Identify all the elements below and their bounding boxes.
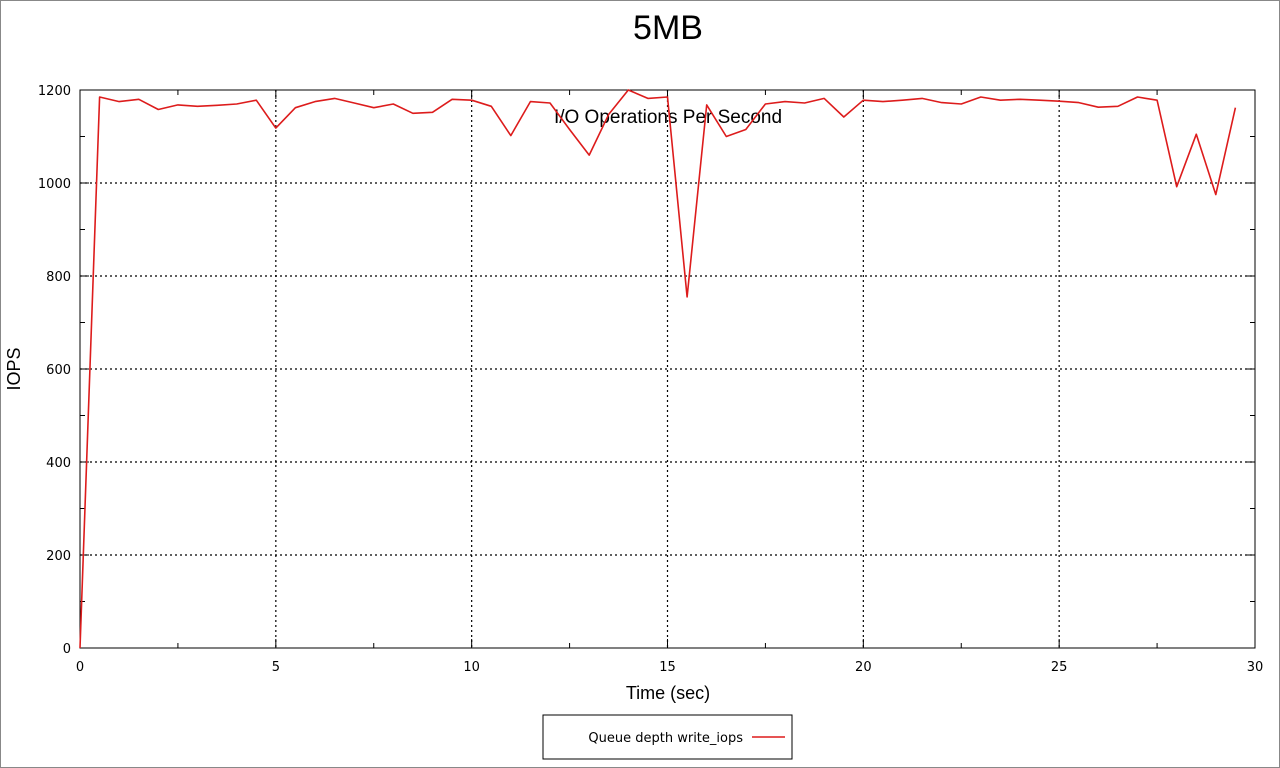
legend-label: Queue depth write_iops [588,731,743,746]
x-tick-label: 20 [855,660,872,675]
x-tick-label: 30 [1247,660,1264,675]
y-tick-label: 800 [46,270,71,285]
series-layer [79,89,1237,649]
y-tick-label: 400 [46,456,71,471]
y-tick-label: 200 [46,549,71,564]
series-line [79,89,1237,649]
grid [80,90,1255,648]
legend-box [542,714,793,760]
x-tick-label: 0 [76,660,84,675]
y-tick-label: 1200 [38,84,71,99]
legend: Queue depth write_iops [542,714,793,760]
x-tick-label: 10 [463,660,480,675]
x-tick-label: 5 [272,660,280,675]
y-tick-label: 0 [63,642,71,657]
x-axis-label: Time (sec) [626,683,710,703]
chart-title: 5MB [633,9,703,47]
x-tick-label: 15 [659,660,676,675]
y-tick-label: 1000 [38,177,71,192]
x-tick-label: 25 [1051,660,1068,675]
tick-labels: 0 5 10 15 20 25 30 0 200 400 600 800 1000 1200 [38,84,1263,675]
y-axis-label: IOPS [4,347,24,390]
y-tick-label: 600 [46,363,71,378]
